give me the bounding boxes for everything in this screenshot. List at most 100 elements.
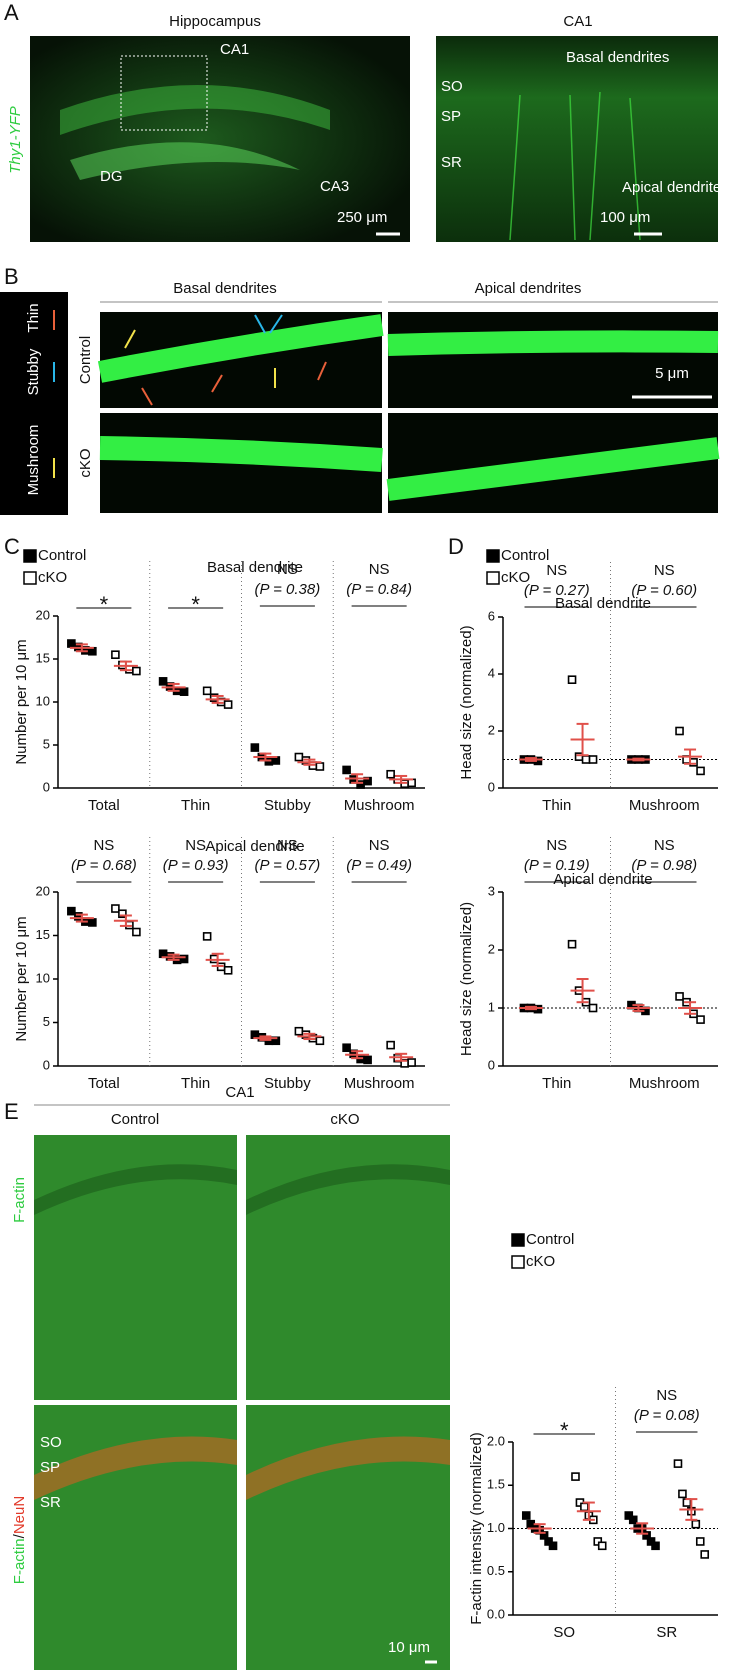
y-tick-label: 4 [488, 665, 495, 680]
data-point [695, 1537, 705, 1546]
row-label: F-actin/NeuN [11, 1496, 28, 1584]
p-value-label: (P = 0.57) [255, 857, 321, 874]
data-point [696, 766, 705, 776]
key-box [0, 292, 68, 515]
y-tick-label: 10 [36, 693, 50, 708]
micrograph [436, 36, 718, 242]
y-tick-label: 1 [488, 999, 495, 1014]
significance-label: NS [93, 837, 114, 854]
arrow [141, 387, 153, 406]
chart-title: Basal dendrite [555, 595, 651, 612]
image-label: SP [441, 108, 461, 125]
panel-letter: E [4, 1099, 19, 1124]
row-label: F-actin [11, 1177, 28, 1223]
y-tick-label: 0.0 [487, 1606, 505, 1621]
dendrite [387, 330, 719, 356]
image-texture [509, 91, 641, 241]
image-label: SR [441, 154, 462, 171]
data-point [315, 762, 325, 771]
p-value-label: (P = 0.38) [255, 581, 321, 598]
scale-label: 250 μm [337, 209, 387, 226]
image-texture [70, 142, 300, 180]
data-point [696, 1015, 705, 1024]
data-point [250, 1030, 260, 1039]
y-tick-label: 20 [36, 883, 50, 898]
key-label: Mushroom [25, 425, 42, 496]
x-tick-label: Mushroom [629, 797, 700, 814]
image-label: CA1 [220, 41, 249, 58]
y-tick-label: 0 [488, 1057, 495, 1072]
x-tick-label: Thin [542, 797, 571, 814]
legend-swatch [486, 549, 500, 563]
p-value-label: (P = 0.08) [634, 1407, 700, 1424]
significance-label: NS [369, 837, 390, 854]
data-point [202, 686, 212, 696]
key-label: Thin [25, 303, 42, 332]
data-point [342, 765, 351, 775]
data-point [158, 677, 168, 686]
y-tick-label: 5 [43, 736, 50, 751]
y-tick-label: 0 [43, 1057, 50, 1072]
dendrite [99, 436, 383, 472]
data-point [386, 1040, 395, 1050]
y-tick-label: 0.5 [487, 1563, 505, 1578]
x-tick-label: Stubby [264, 797, 311, 814]
row-label-part: / [11, 1533, 28, 1538]
data-point [675, 992, 684, 1001]
panel-letter: A [4, 0, 19, 25]
data-point [111, 904, 120, 913]
image-texture [60, 85, 330, 135]
x-tick-label: SR [656, 1624, 677, 1641]
data-point [581, 755, 591, 764]
y-tick-label: 15 [36, 927, 50, 942]
image-label: SO [441, 78, 463, 95]
legend-label: Control [526, 1231, 574, 1248]
data-point [342, 1043, 351, 1053]
data-point [67, 906, 76, 916]
p-value-label: (P = 0.60) [631, 582, 697, 599]
image-title: CA1 [563, 13, 592, 30]
image-texture [34, 1164, 450, 1215]
p-value-label: (P = 0.68) [71, 857, 137, 874]
panel-letter: B [4, 264, 19, 289]
p-value-label: (P = 0.98) [631, 857, 697, 874]
data-point [567, 675, 577, 685]
y-axis-label: Head size (normalized) [458, 902, 475, 1056]
column-label: cKO [330, 1111, 359, 1128]
data-point [646, 1537, 656, 1546]
data-point [700, 1550, 710, 1559]
legend-swatch [511, 1255, 525, 1269]
significance-label: * [560, 1418, 569, 1443]
arrow [317, 361, 327, 381]
y-tick-label: 2 [488, 941, 495, 956]
significance-label: NS [546, 562, 567, 579]
x-tick-label: Mushroom [344, 797, 415, 814]
y-axis-label: F-actin intensity (normalized) [468, 1432, 485, 1625]
data-point [574, 752, 584, 761]
image-texture [34, 1436, 450, 1500]
y-tick-label: 10 [36, 970, 50, 985]
key-label: Stubby [25, 348, 42, 395]
data-point [111, 650, 120, 660]
micrograph [30, 36, 410, 242]
y-tick-label: 6 [488, 608, 495, 623]
data-point [294, 1026, 304, 1036]
significance-label: * [191, 592, 200, 617]
dendrite [97, 314, 384, 383]
legend-swatch [486, 571, 500, 585]
image-label: CA3 [320, 178, 349, 195]
arrow [269, 314, 283, 334]
panel-letter: C [4, 534, 20, 559]
x-tick-label: SO [553, 1624, 575, 1641]
image-title: Hippocampus [169, 13, 261, 30]
arrow [254, 314, 266, 334]
image-label: Apical dendrites [622, 179, 729, 196]
data-point [597, 1541, 607, 1551]
data-point [386, 769, 395, 779]
image-label: SO [40, 1434, 62, 1451]
arrow [124, 329, 136, 349]
data-point [250, 743, 260, 752]
data-point [593, 1537, 603, 1546]
significance-label: NS [654, 837, 675, 854]
p-value-label: (P = 0.84) [346, 581, 412, 598]
